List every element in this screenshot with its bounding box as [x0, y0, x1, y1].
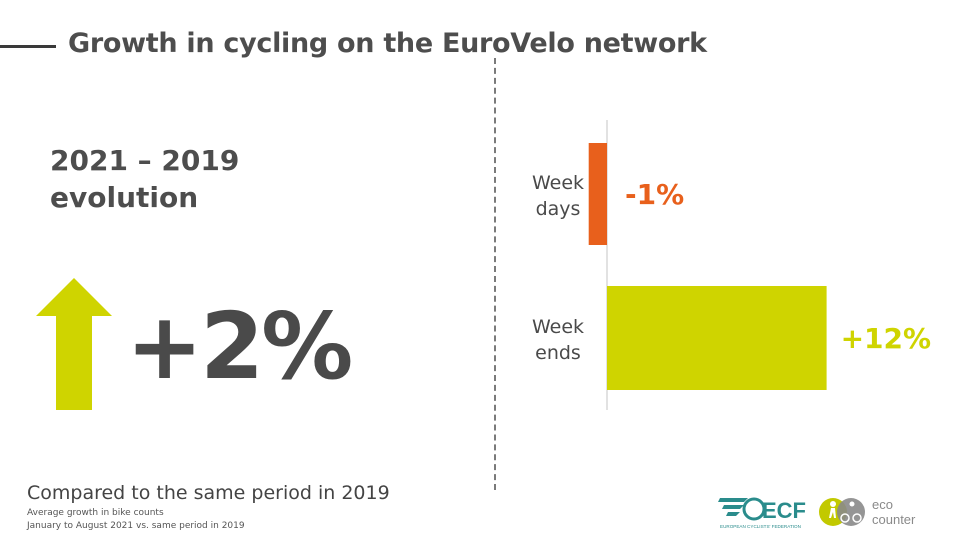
- footnote-line2: January to August 2021 vs. same period i…: [27, 521, 245, 531]
- data-label-weekends: +12%: [841, 322, 931, 355]
- ecf-logo-subtext: EUROPEAN CYCLISTS' FEDERATION: [720, 524, 801, 529]
- eco-counter-pictogram-icon: [819, 498, 865, 526]
- eco-counter-logo: eco counter: [819, 497, 916, 527]
- ecf-wing-icon: [718, 497, 766, 521]
- comparison-headline: Compared to the same period in 2019: [27, 482, 390, 504]
- evolution-label-line1: 2021 – 2019: [50, 144, 240, 177]
- page-title: Growth in cycling on the EuroVelo networ…: [68, 28, 707, 59]
- category-label-line: days: [536, 198, 581, 220]
- section-divider: [494, 58, 496, 490]
- category-label-weekdays: Week days: [532, 172, 584, 220]
- eco-counter-logo-text-2: counter: [872, 512, 916, 527]
- category-label-line: Week: [532, 316, 584, 338]
- category-label-weekends: Week ends: [532, 316, 584, 364]
- up-arrow-icon: [36, 278, 112, 410]
- bar-weekends: [607, 286, 827, 390]
- growth-bar-chart: Week days -1% Week ends +12%: [532, 120, 931, 410]
- ecf-logo-text: ECF: [762, 498, 806, 523]
- eco-counter-logo-text-1: eco: [872, 497, 893, 512]
- category-label-line: ends: [535, 342, 581, 364]
- title-rule: [0, 45, 56, 48]
- bar-weekdays: [588, 143, 607, 245]
- footnote-line1: Average growth in bike counts: [27, 508, 164, 518]
- evolution-label: 2021 – 2019 evolution: [50, 142, 239, 216]
- data-label-weekdays: -1%: [625, 178, 684, 211]
- category-label-line: Week: [532, 172, 584, 194]
- overall-growth-value: +2%: [126, 293, 353, 400]
- evolution-label-line2: evolution: [50, 181, 199, 214]
- ecf-logo: ECF EUROPEAN CYCLISTS' FEDERATION: [718, 497, 806, 529]
